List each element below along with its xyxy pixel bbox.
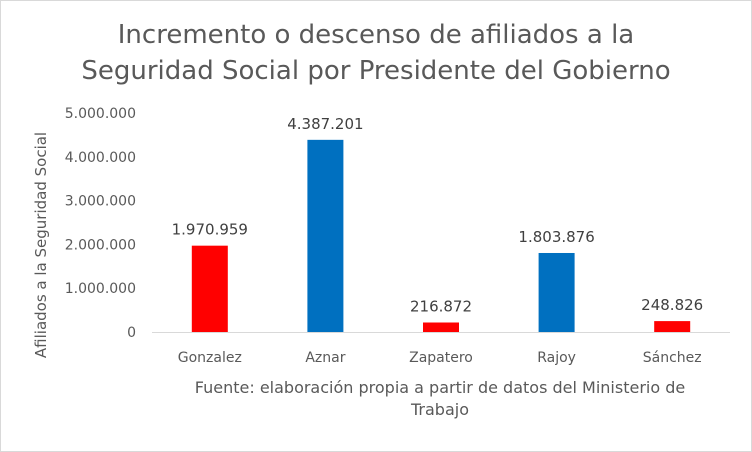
x-tick-label: Gonzalez bbox=[178, 350, 242, 366]
data-label-rajoy: 1.803.876 bbox=[518, 228, 594, 246]
bar-zapatero bbox=[423, 322, 459, 332]
bar-sánchez bbox=[654, 321, 691, 332]
data-label-zapatero: 216.872 bbox=[410, 298, 472, 316]
y-tick-label: 0 bbox=[127, 325, 136, 341]
bar-rajoy bbox=[538, 252, 575, 332]
data-label-gonzalez: 1.970.959 bbox=[172, 221, 248, 239]
chart-title-line-1: Incremento o descenso de afiliados a la bbox=[117, 20, 635, 50]
bar-aznar bbox=[307, 139, 344, 332]
x-axis-label-line-1: Fuente: elaboración propia a partir de d… bbox=[194, 378, 686, 397]
x-axis-label-line-2: Trabajo bbox=[411, 400, 469, 419]
data-label-aznar: 4.387.201 bbox=[287, 115, 363, 133]
y-tick-label: 5.000.000 bbox=[65, 106, 136, 122]
y-tick-label: 2.000.000 bbox=[65, 237, 136, 253]
x-tick-label: Rajoy bbox=[537, 350, 576, 366]
bar-gonzalez bbox=[191, 245, 228, 332]
x-axis-label: Fuente: elaboración propia a partir de d… bbox=[130, 377, 750, 421]
chart-title-line-2: Seguridad Social por Presidente del Gobi… bbox=[81, 56, 671, 86]
y-tick-label: 3.000.000 bbox=[65, 194, 136, 210]
data-label-sánchez: 248.826 bbox=[641, 296, 703, 314]
y-tick-label: 1.000.000 bbox=[65, 281, 136, 297]
y-tick-label: 4.000.000 bbox=[65, 150, 136, 166]
x-tick-label: Sánchez bbox=[643, 350, 702, 366]
y-axis-label: Afiliados a la Seguridad Social bbox=[32, 132, 50, 358]
x-tick-label: Zapatero bbox=[409, 350, 473, 366]
x-tick-label: Aznar bbox=[305, 350, 345, 366]
